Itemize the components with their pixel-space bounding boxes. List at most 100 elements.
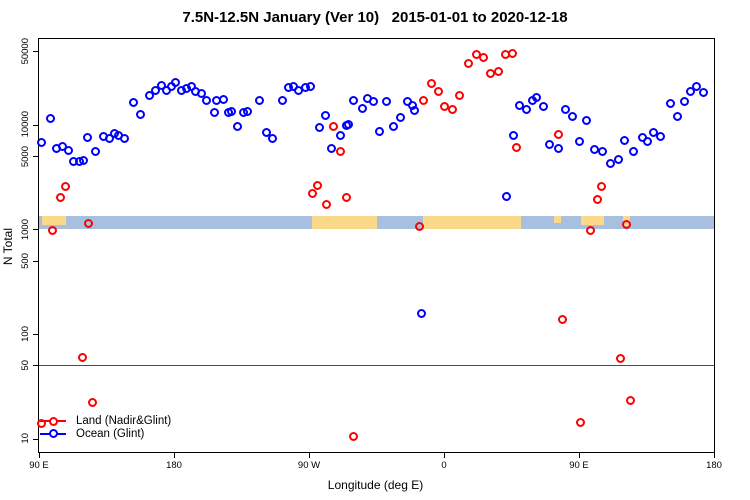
y-tick-label: 500: [20, 252, 31, 269]
data-point: [616, 353, 626, 363]
legend-row-land: Land (Nadir&Glint): [40, 415, 171, 428]
data-point: [91, 146, 101, 156]
y-tick: [33, 156, 38, 158]
data-point: [522, 104, 532, 114]
y-tick-label: 50: [20, 360, 31, 371]
ocean-legend-marker-icon: [40, 428, 66, 440]
data-point: [136, 109, 146, 119]
data-point: [606, 158, 616, 168]
data-point: [539, 101, 549, 111]
legend-label-ocean: Ocean (Glint): [76, 427, 145, 440]
x-tick: [39, 453, 40, 458]
data-point: [582, 115, 592, 125]
data-point: [686, 86, 696, 96]
x-tick-label: 90 W: [297, 460, 321, 471]
data-point: [382, 96, 392, 106]
data-point: [561, 104, 571, 114]
data-point: [233, 121, 243, 131]
geography-band: [39, 215, 714, 229]
data-point: [626, 395, 636, 405]
x-tick-label: 0: [441, 460, 447, 471]
y-tick: [33, 438, 38, 440]
data-point: [171, 77, 181, 87]
data-point: [620, 135, 630, 145]
data-point: [243, 106, 253, 116]
y-tick: [33, 229, 38, 231]
data-point: [306, 81, 316, 91]
data-point: [262, 127, 272, 137]
data-point: [349, 432, 359, 442]
data-point: [486, 68, 496, 78]
data-point: [554, 129, 564, 139]
data-point: [37, 418, 47, 428]
x-tick: [309, 453, 310, 458]
data-point: [308, 188, 318, 198]
data-point: [597, 181, 607, 191]
data-point: [375, 126, 385, 136]
data-point: [219, 94, 229, 104]
data-point: [680, 96, 690, 106]
data-point: [255, 95, 265, 105]
data-point: [129, 97, 139, 107]
data-point: [322, 200, 332, 210]
data-point: [568, 111, 578, 121]
data-point: [389, 121, 399, 131]
data-point: [78, 155, 88, 165]
data-point: [448, 104, 458, 114]
data-point: [576, 418, 586, 428]
data-point: [48, 225, 58, 235]
data-point: [554, 143, 564, 153]
data-point: [692, 81, 702, 91]
data-point: [313, 180, 323, 190]
data-point: [83, 132, 93, 142]
data-point: [427, 78, 437, 88]
data-point: [210, 107, 220, 117]
y-tick: [33, 124, 38, 126]
data-point: [336, 146, 346, 156]
data-point: [315, 122, 325, 132]
y-tick: [33, 333, 38, 335]
data-point: [455, 90, 465, 100]
legend: Land (Nadir&Glint) Ocean (Glint): [40, 415, 171, 440]
data-point: [46, 113, 56, 123]
data-point: [369, 96, 379, 106]
data-point: [622, 220, 632, 230]
data-point: [656, 131, 666, 141]
y-tick: [33, 260, 38, 262]
data-point: [64, 145, 74, 155]
data-point: [349, 95, 359, 105]
data-point: [37, 138, 47, 148]
plot-area: 50000 10000 5000 1000 500 100 50 10 90 E 180 90 W…: [20, 38, 722, 471]
data-point: [56, 193, 66, 203]
data-point: [120, 133, 130, 143]
data-point: [410, 105, 420, 115]
data-point: [151, 85, 161, 95]
x-tick: [714, 453, 715, 458]
x-tick-label: 90 E: [569, 460, 589, 471]
data-point: [278, 95, 288, 105]
data-point: [342, 193, 352, 203]
data-point: [586, 225, 596, 235]
data-point: [329, 121, 339, 131]
land-patch: [553, 215, 561, 224]
y-tick-label: 5000: [20, 145, 31, 167]
data-point: [396, 112, 406, 122]
land-patch: [42, 215, 66, 226]
x-tick-label: 180: [166, 460, 182, 471]
data-point: [344, 119, 354, 129]
data-point: [479, 52, 489, 62]
data-point: [327, 143, 337, 153]
y-tick: [33, 365, 38, 367]
y-tick: [33, 51, 38, 53]
data-point: [673, 111, 683, 121]
land-patch: [580, 215, 605, 226]
data-point: [417, 309, 427, 319]
data-point: [558, 315, 568, 325]
data-point: [415, 221, 425, 231]
legend-label-land: Land (Nadir&Glint): [76, 415, 172, 428]
x-tick: [174, 453, 175, 458]
data-point: [629, 146, 639, 156]
data-point: [88, 397, 98, 407]
x-tick-label: 180: [706, 460, 722, 471]
